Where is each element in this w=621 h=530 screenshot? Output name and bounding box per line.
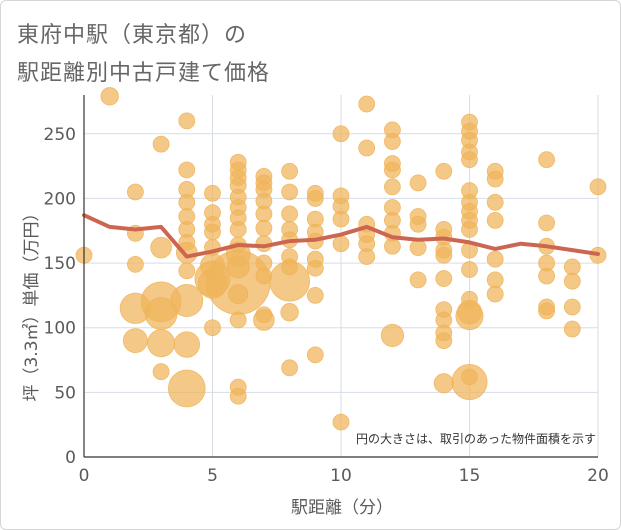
data-bubble — [178, 161, 196, 179]
data-bubble — [178, 262, 196, 280]
y-tick-label: 100 — [44, 319, 76, 339]
data-bubble — [126, 183, 144, 201]
chart-annotation: 円の大きさは、取引のあった物件面積を示す — [356, 431, 596, 446]
data-bubble — [173, 331, 201, 358]
data-bubble — [255, 219, 273, 237]
chart-title-line1: 東府中駅（東京都）の — [17, 23, 248, 48]
data-bubble — [332, 235, 350, 253]
y-tick-label: 250 — [44, 125, 76, 145]
data-bubble — [563, 272, 581, 290]
y-tick-label: 50 — [54, 383, 76, 403]
data-bubble — [204, 223, 221, 241]
data-bubble — [563, 258, 581, 276]
data-bubble — [178, 193, 196, 211]
data-bubble — [563, 320, 581, 338]
data-bubble — [306, 346, 324, 364]
data-bubble — [229, 221, 247, 238]
data-bubble — [563, 298, 581, 316]
data-bubble — [435, 332, 453, 350]
data-bubble — [204, 184, 221, 202]
data-bubble — [152, 135, 170, 153]
data-bubble — [538, 151, 555, 169]
data-bubble — [461, 221, 478, 238]
data-bubble — [332, 413, 350, 431]
data-bubble — [280, 303, 299, 322]
data-bubble — [229, 387, 247, 405]
data-bubble — [306, 190, 324, 207]
data-bubble — [126, 255, 144, 273]
data-bubble — [435, 270, 453, 287]
data-bubble — [358, 139, 376, 157]
x-tick-label: 10 — [330, 466, 352, 486]
x-tick-label: 0 — [79, 466, 90, 486]
data-bubble — [538, 302, 555, 320]
data-bubble — [409, 239, 427, 256]
data-bubble — [306, 286, 324, 304]
bubble-layer — [75, 87, 607, 431]
x-tick-label: 5 — [207, 466, 218, 486]
trend-layer — [82, 213, 600, 259]
data-bubble — [589, 178, 607, 196]
data-bubble — [486, 170, 504, 188]
chart-title-line2: 駅距離別中古戸建て価格 — [17, 61, 271, 86]
data-bubble — [435, 162, 453, 180]
data-bubble — [269, 260, 311, 302]
data-bubble — [486, 193, 504, 211]
data-bubble — [306, 259, 324, 277]
data-bubble — [461, 261, 478, 278]
data-bubble — [455, 302, 484, 331]
x-tick-label: 20 — [587, 466, 609, 486]
data-bubble — [122, 328, 148, 354]
data-bubble — [178, 112, 196, 130]
data-bubble — [383, 133, 401, 150]
data-bubble — [332, 210, 350, 228]
data-bubble — [281, 183, 299, 201]
data-bubble — [358, 95, 376, 113]
data-bubble — [150, 236, 172, 259]
data-bubble — [409, 174, 427, 192]
data-bubble — [168, 369, 206, 408]
y-tick-label: 200 — [44, 189, 76, 209]
x-tick-label: 15 — [459, 466, 481, 486]
data-bubble — [486, 271, 504, 289]
data-bubble — [538, 214, 555, 232]
data-bubble — [100, 87, 119, 106]
data-bubble — [451, 364, 488, 401]
data-bubble — [486, 212, 504, 229]
data-bubble — [435, 246, 453, 264]
data-bubble — [229, 311, 247, 329]
data-bubble — [383, 161, 401, 179]
data-bubble — [332, 125, 350, 143]
data-bubble — [486, 250, 504, 268]
data-bubble — [281, 162, 299, 180]
data-bubble — [538, 267, 555, 285]
data-bubble — [383, 237, 401, 255]
y-tick-label: 0 — [65, 448, 76, 468]
data-bubble — [380, 323, 404, 348]
data-bubble — [409, 215, 427, 233]
data-bubble — [433, 373, 454, 394]
y-axis-title: 坪（3.3㎡）単価（万円） — [22, 204, 42, 401]
data-bubble — [281, 205, 299, 223]
data-bubble — [204, 319, 221, 337]
data-bubble — [228, 284, 249, 305]
data-bubble — [409, 271, 427, 289]
data-bubble — [486, 285, 504, 303]
data-bubble — [255, 205, 273, 223]
trend-line — [82, 213, 600, 259]
y-tick-label: 150 — [44, 254, 76, 274]
data-bubble — [152, 363, 170, 381]
data-bubble — [170, 284, 204, 317]
data-bubble — [461, 151, 478, 169]
data-bubble — [253, 309, 275, 331]
data-bubble — [147, 329, 176, 358]
data-bubble — [281, 359, 299, 377]
data-bubble — [383, 178, 401, 196]
x-axis-title: 駅距離（分） — [291, 498, 393, 518]
data-bubble — [358, 248, 376, 266]
